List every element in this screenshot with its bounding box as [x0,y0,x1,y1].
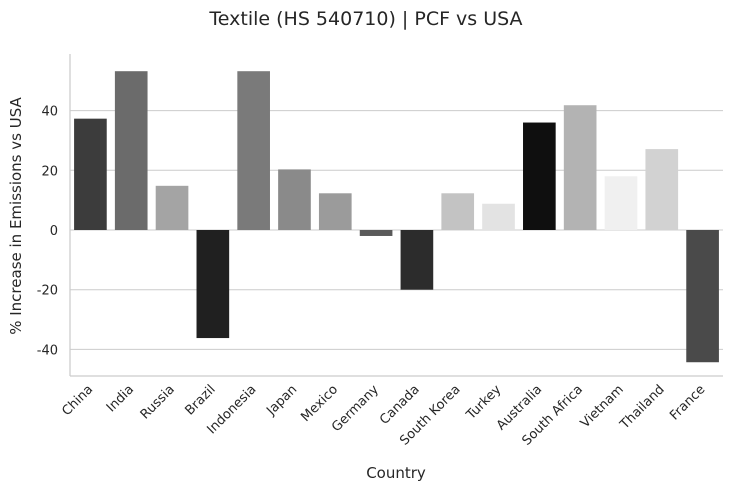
x-tick-label: Brazil [182,382,218,418]
bar-vietnam [604,176,638,230]
y-tick-label: 20 [41,164,58,179]
y-axis-label: % Increase in Emissions vs USA [7,97,25,335]
x-axis-label: Country [366,464,426,482]
bar-thailand [645,149,679,230]
bar-russia [155,185,189,230]
bar-brazil [196,230,230,339]
x-tick-label: China [59,382,96,419]
y-tick-label: -40 [37,343,58,358]
bar-china [74,118,107,230]
bar-japan [278,169,311,230]
x-tick-label: France [667,382,708,423]
bars [74,71,719,363]
chart-title: Textile (HS 540710) | PCF vs USA [208,8,522,30]
bar-indonesia [237,71,270,230]
bar-turkey [482,203,515,230]
x-tick-label: Thailand [617,382,668,433]
x-tick-label: Russia [138,382,178,422]
axes [69,54,723,377]
y-tick-label: -20 [37,284,58,299]
bar-south-korea [441,193,475,230]
bar-australia [523,122,556,230]
x-tick-label: India [104,382,137,415]
bar-south-africa [563,105,597,230]
bar-india [114,71,148,230]
x-tick-label: Japan [263,382,300,419]
bar-canada [400,230,434,290]
bar-france [686,230,719,363]
bar-mexico [318,193,352,230]
y-tick-labels: -40 -20 0 20 40 [37,105,58,359]
y-tick-label: 40 [41,105,58,120]
y-tick-label: 0 [50,224,58,239]
bar-germany [359,230,393,236]
